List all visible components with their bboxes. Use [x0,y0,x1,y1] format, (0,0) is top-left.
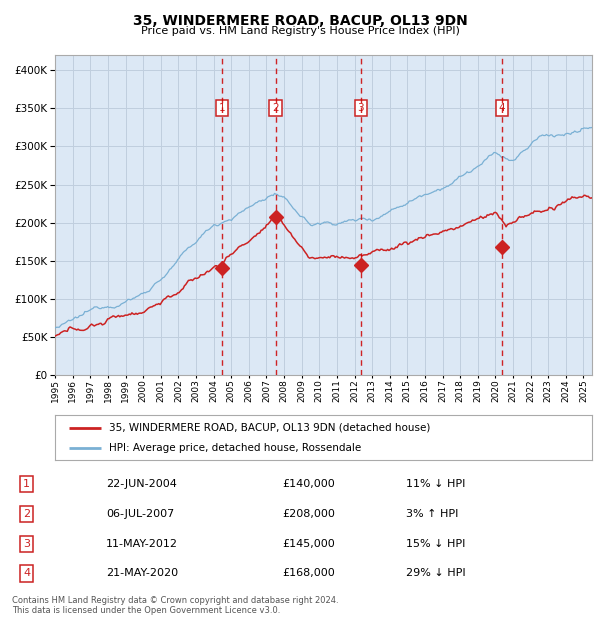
Text: 1: 1 [218,103,225,113]
Text: 2: 2 [272,103,279,113]
Text: 35, WINDERMERE ROAD, BACUP, OL13 9DN (detached house): 35, WINDERMERE ROAD, BACUP, OL13 9DN (de… [109,423,430,433]
Text: 3% ↑ HPI: 3% ↑ HPI [406,509,458,519]
Text: 21-MAY-2020: 21-MAY-2020 [106,569,178,578]
Text: £168,000: £168,000 [283,569,335,578]
Text: 3: 3 [23,539,30,549]
Text: 4: 4 [499,103,506,113]
Text: 22-JUN-2004: 22-JUN-2004 [106,479,177,489]
Text: HPI: Average price, detached house, Rossendale: HPI: Average price, detached house, Ross… [109,443,361,453]
Text: £208,000: £208,000 [283,509,335,519]
Text: 11-MAY-2012: 11-MAY-2012 [106,539,178,549]
Text: 1: 1 [23,479,30,489]
Text: 11% ↓ HPI: 11% ↓ HPI [406,479,465,489]
Text: 06-JUL-2007: 06-JUL-2007 [106,509,174,519]
Text: 29% ↓ HPI: 29% ↓ HPI [406,569,466,578]
Text: 4: 4 [23,569,30,578]
Text: 3: 3 [358,103,364,113]
Text: Contains HM Land Registry data © Crown copyright and database right 2024.
This d: Contains HM Land Registry data © Crown c… [12,596,338,615]
Text: 2: 2 [23,509,30,519]
Text: 15% ↓ HPI: 15% ↓ HPI [406,539,465,549]
Text: 35, WINDERMERE ROAD, BACUP, OL13 9DN: 35, WINDERMERE ROAD, BACUP, OL13 9DN [133,14,467,28]
Text: Price paid vs. HM Land Registry's House Price Index (HPI): Price paid vs. HM Land Registry's House … [140,26,460,36]
Text: £145,000: £145,000 [283,539,335,549]
Text: £140,000: £140,000 [283,479,335,489]
